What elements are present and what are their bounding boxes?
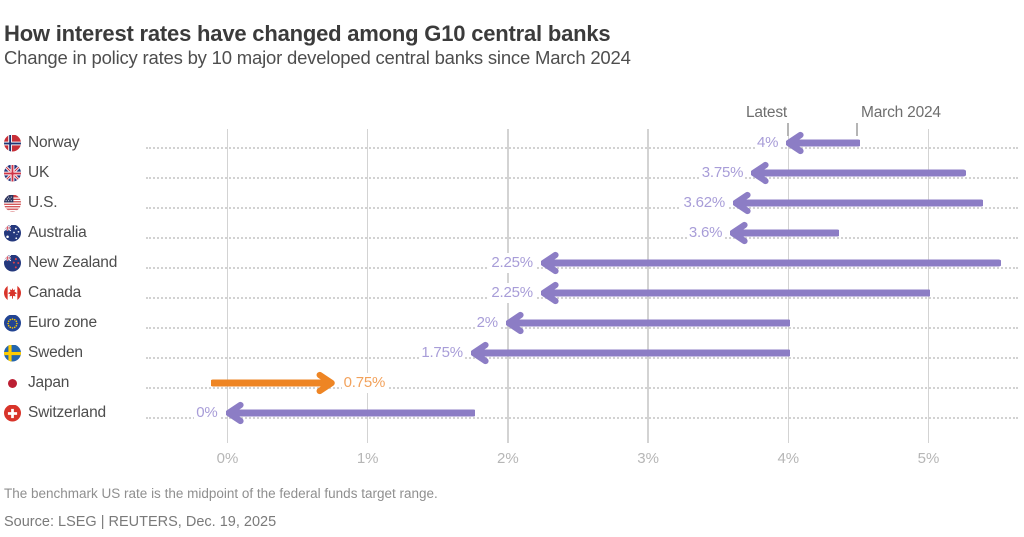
change-arrow-australia bbox=[729, 221, 841, 245]
gridline-3% bbox=[647, 129, 649, 443]
source-line: Source: LSEG | REUTERS, Dec. 19, 2025 bbox=[4, 514, 277, 530]
x-axis-label: 0% bbox=[216, 450, 239, 467]
change-arrow-japan bbox=[209, 371, 336, 395]
row-guide-dotted-line bbox=[146, 357, 1018, 359]
row-label-switzerland: Switzerland bbox=[28, 404, 106, 421]
change-arrow-sweden bbox=[470, 341, 792, 365]
march-2024-pointer-tick bbox=[856, 123, 858, 136]
canada-flag-icon bbox=[4, 285, 21, 302]
row-label-new-zealand: New Zealand bbox=[28, 254, 118, 271]
column-header-latest: Latest bbox=[745, 104, 787, 121]
row-guide-dotted-line bbox=[146, 297, 1018, 299]
norway-flag-icon bbox=[4, 135, 21, 152]
chart-subtitle: Change in policy rates by 10 major devel… bbox=[4, 47, 631, 68]
row-guide-dotted-line bbox=[146, 147, 1018, 149]
gridline-5% bbox=[927, 129, 930, 443]
switzerland-flag-icon bbox=[4, 405, 21, 422]
footnote: The benchmark US rate is the midpoint of… bbox=[4, 486, 438, 501]
row-guide-dotted-line bbox=[146, 417, 1018, 419]
change-arrow-norway bbox=[785, 131, 862, 155]
row-label-canada: Canada bbox=[28, 284, 82, 301]
latest-value-australia: 3.6% bbox=[686, 223, 725, 243]
row-label-u-s-: U.S. bbox=[28, 194, 58, 211]
uk-flag-icon bbox=[4, 165, 21, 182]
gridline-4% bbox=[787, 129, 790, 443]
latest-value-sweden: 1.75% bbox=[419, 343, 465, 363]
row-guide-dotted-line bbox=[146, 207, 1018, 209]
row-label-australia: Australia bbox=[28, 224, 87, 241]
row-label-sweden: Sweden bbox=[28, 344, 83, 361]
change-arrow-new-zealand bbox=[540, 251, 1003, 275]
row-label-euro-zone: Euro zone bbox=[28, 314, 97, 331]
change-arrow-euro-zone bbox=[505, 311, 792, 335]
gridline-1% bbox=[366, 129, 369, 443]
change-arrow-switzerland bbox=[224, 401, 477, 425]
latest-value-norway: 4% bbox=[755, 133, 781, 153]
u-s--flag-icon bbox=[4, 195, 21, 212]
change-arrow-u-s- bbox=[732, 191, 985, 215]
row-guide-dotted-line bbox=[146, 267, 1018, 269]
change-arrow-uk bbox=[750, 161, 968, 185]
japan-flag-icon bbox=[4, 375, 21, 392]
latest-value-u-s-: 3.62% bbox=[681, 193, 728, 213]
sweden-flag-icon bbox=[4, 345, 21, 362]
x-axis-label: 4% bbox=[777, 450, 800, 467]
row-label-japan: Japan bbox=[28, 374, 70, 391]
x-axis-label: 5% bbox=[917, 450, 940, 467]
australia-flag-icon bbox=[4, 225, 21, 242]
latest-value-euro-zone: 2% bbox=[474, 313, 500, 333]
x-axis-label: 1% bbox=[356, 450, 379, 467]
x-axis-label: 3% bbox=[637, 450, 659, 467]
x-axis-label: 2% bbox=[497, 450, 519, 467]
row-guide-dotted-line bbox=[146, 177, 1018, 179]
euro-zone-flag-icon bbox=[4, 315, 21, 332]
chart-title: How interest rates have changed among G1… bbox=[4, 20, 611, 46]
latest-value-uk: 3.75% bbox=[699, 163, 746, 183]
latest-pointer-tick bbox=[787, 123, 789, 136]
new-zealand-flag-icon bbox=[4, 255, 21, 272]
latest-value-canada: 2.25% bbox=[489, 283, 535, 303]
row-guide-dotted-line bbox=[146, 387, 1018, 389]
row-label-uk: UK bbox=[28, 164, 50, 181]
change-arrow-canada bbox=[540, 281, 932, 305]
row-guide-dotted-line bbox=[146, 237, 1018, 239]
latest-value-japan: 0.75% bbox=[341, 373, 388, 393]
column-header-march-2024: March 2024 bbox=[861, 104, 941, 121]
gridline-0% bbox=[226, 129, 229, 443]
row-guide-dotted-line bbox=[146, 327, 1018, 329]
latest-value-new-zealand: 2.25% bbox=[489, 253, 535, 273]
row-label-norway: Norway bbox=[28, 134, 80, 151]
latest-value-switzerland: 0% bbox=[194, 403, 220, 423]
